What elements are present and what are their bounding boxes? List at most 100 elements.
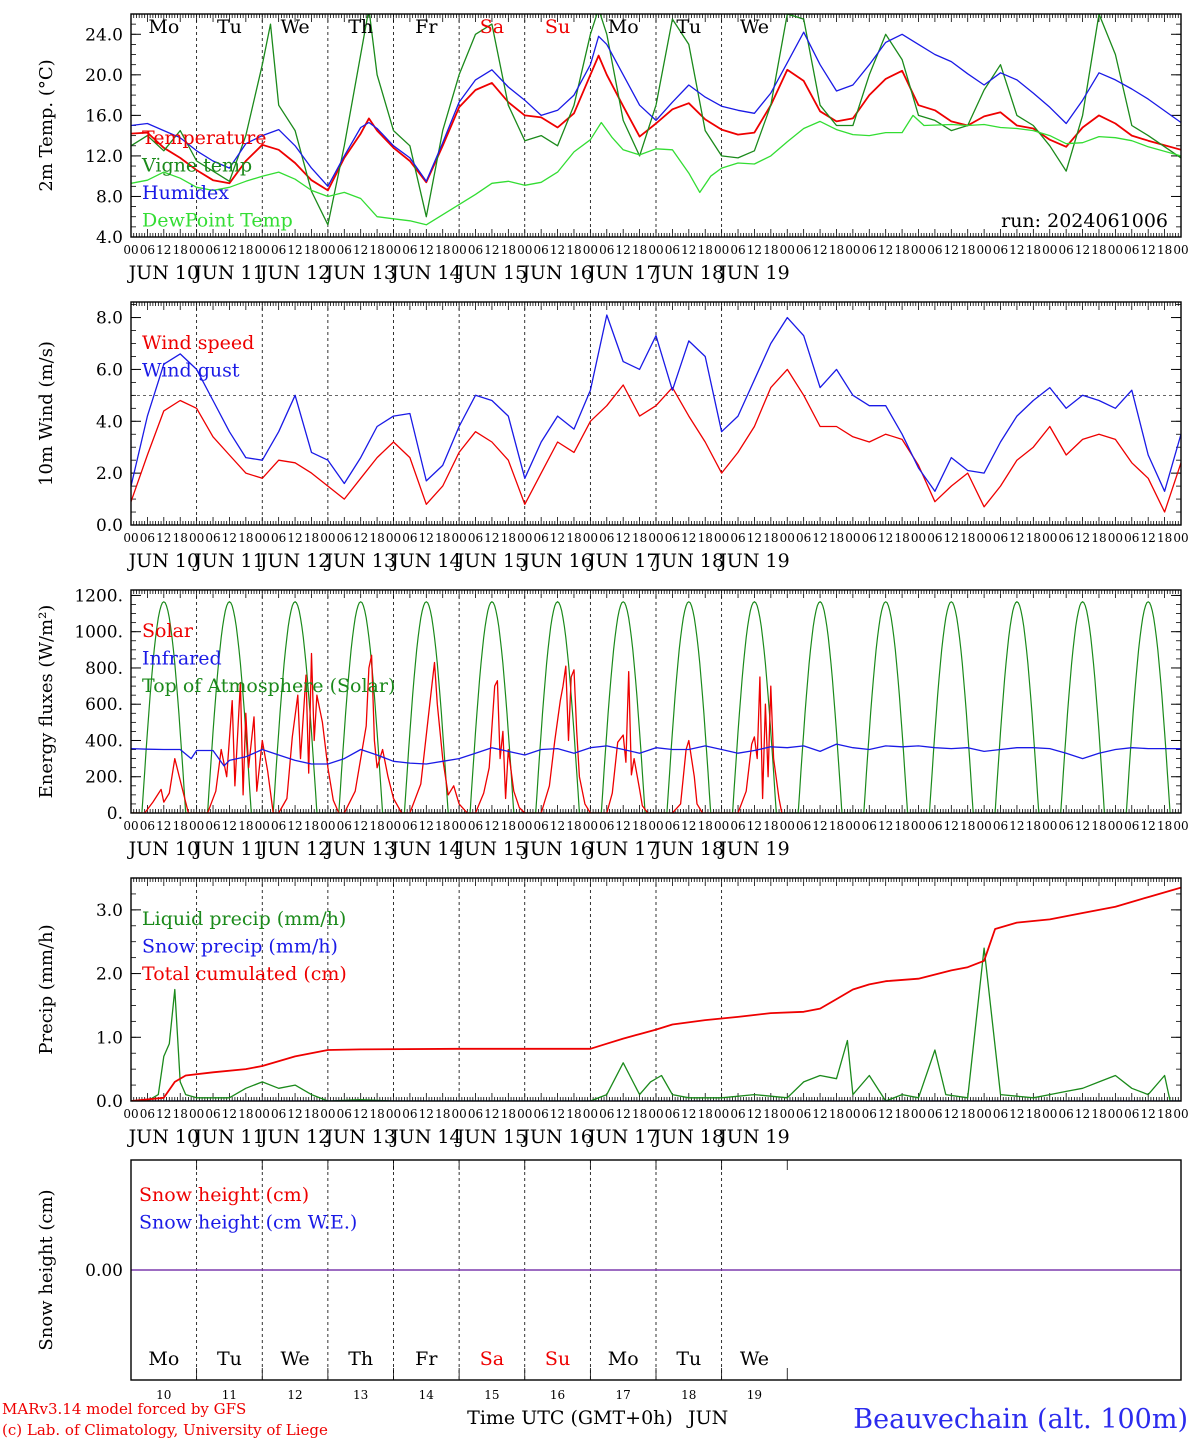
hour-label: 06 bbox=[796, 1107, 811, 1121]
y-tick-label: 0.0 bbox=[96, 1092, 123, 1112]
y-tick-label: 20.0 bbox=[85, 66, 123, 86]
hour-label: 06 bbox=[993, 1107, 1008, 1121]
hour-label: 00 bbox=[320, 531, 335, 545]
y-tick-label: 1.0 bbox=[96, 1028, 123, 1048]
date-label: JUN 12 bbox=[258, 1126, 330, 1148]
hour-label: 18 bbox=[369, 1107, 384, 1121]
weekday-label: Fr bbox=[415, 1348, 438, 1370]
hour-label: 00 bbox=[386, 243, 401, 257]
hour-label: 00 bbox=[320, 1107, 335, 1121]
hour-label: 00 bbox=[1042, 243, 1057, 257]
hour-label: 18 bbox=[894, 819, 909, 833]
hour-label: 18 bbox=[960, 531, 975, 545]
hour-label: 12 bbox=[550, 531, 565, 545]
y-axis-label: 10m Wind (m/s) bbox=[36, 341, 57, 486]
hour-label: 12 bbox=[812, 243, 827, 257]
legend-entry: Liquid precip (mm/h) bbox=[142, 908, 346, 930]
y-axis-label: Precip (mm/h) bbox=[36, 924, 57, 1054]
time-axis-label: Time UTC (GMT+0h) bbox=[467, 1407, 673, 1429]
hour-label: 12 bbox=[616, 819, 631, 833]
hour-label: 18 bbox=[304, 1107, 319, 1121]
hour-label: 00 bbox=[583, 1107, 598, 1121]
wind-panel: 00 06 12 18 00 06 12 18 00 06 12 18 00 06 12 18 00 06 12 18… bbox=[36, 301, 1189, 572]
legend-entry: Snow height (cm) bbox=[139, 1184, 309, 1206]
legend-entry: Wind speed bbox=[142, 332, 254, 354]
hour-label: 00 bbox=[976, 531, 991, 545]
plot-frame bbox=[130, 589, 1182, 814]
hour-label: 12 bbox=[419, 1107, 434, 1121]
hour-label: 18 bbox=[894, 243, 909, 257]
hour-label: 00 bbox=[780, 531, 795, 545]
hour-label: 12 bbox=[616, 531, 631, 545]
weekday-label: Mo bbox=[608, 16, 639, 38]
y-axis-label: Energy fluxes (W/m²) bbox=[36, 605, 57, 799]
hour-label: 18 bbox=[763, 531, 778, 545]
hour-label: 00 bbox=[189, 243, 204, 257]
hour-label: 18 bbox=[763, 243, 778, 257]
hour-label: 18 bbox=[1091, 819, 1106, 833]
hour-label: 18 bbox=[566, 243, 581, 257]
date-label: JUN 15 bbox=[455, 550, 527, 572]
hour-label: 12 bbox=[878, 819, 893, 833]
hour-label: 12 bbox=[944, 243, 959, 257]
weekday-label: Th bbox=[348, 16, 373, 38]
hour-label: 00 bbox=[648, 243, 663, 257]
hour-label: 00 bbox=[189, 819, 204, 833]
hour-label: 12 bbox=[681, 819, 696, 833]
hour-label: 00 bbox=[386, 1107, 401, 1121]
precip-panel: 00 06 12 18 00 06 12 18 00 06 12 18 00 06 12 18 00 06 12 18… bbox=[36, 877, 1189, 1148]
hour-label: 06 bbox=[337, 1107, 352, 1121]
hour-label: 06 bbox=[271, 531, 286, 545]
month-label: JUN bbox=[686, 1407, 728, 1429]
hour-label: 00 bbox=[123, 819, 138, 833]
hour-label: 00 bbox=[714, 243, 729, 257]
hour-label: 12 bbox=[1075, 243, 1090, 257]
hour-label: 18 bbox=[501, 243, 516, 257]
weekday-label: Sa bbox=[480, 16, 504, 38]
date-label: JUN 13 bbox=[323, 550, 395, 572]
hour-label: 12 bbox=[287, 1107, 302, 1121]
hour-label: 12 bbox=[1075, 531, 1090, 545]
hour-label: 06 bbox=[140, 1107, 155, 1121]
legend-entry: Temperature bbox=[142, 127, 266, 149]
hour-label: 00 bbox=[517, 243, 532, 257]
hour-label: 00 bbox=[976, 819, 991, 833]
hour-label: 00 bbox=[780, 243, 795, 257]
hour-label: 18 bbox=[173, 1107, 188, 1121]
temp-panel: 00 06 12 18 00 06 12 18 00 06 12 18 00 06 12 18 00 06 12 18… bbox=[36, 13, 1189, 284]
hour-label: 12 bbox=[616, 1107, 631, 1121]
credit-line: MARv3.14 model forced by GFS bbox=[2, 1400, 246, 1418]
day-number-label: 14 bbox=[419, 1388, 435, 1402]
hour-label: 18 bbox=[173, 819, 188, 833]
hour-label: 00 bbox=[386, 531, 401, 545]
legend-entry: Infrared bbox=[142, 648, 222, 670]
hour-label: 06 bbox=[796, 243, 811, 257]
hour-label: 06 bbox=[468, 531, 483, 545]
hour-label: 12 bbox=[747, 531, 762, 545]
hour-label: 00 bbox=[123, 243, 138, 257]
hour-label: 06 bbox=[534, 1107, 549, 1121]
weekday-label: Tu bbox=[217, 16, 242, 38]
hour-label: 12 bbox=[353, 243, 368, 257]
hour-label: 18 bbox=[435, 243, 450, 257]
date-label: JUN 10 bbox=[127, 262, 199, 284]
hour-label: 00 bbox=[583, 819, 598, 833]
hour-label: 12 bbox=[353, 819, 368, 833]
hour-label: 12 bbox=[156, 1107, 171, 1121]
hour-label: 12 bbox=[287, 243, 302, 257]
weekday-label: We bbox=[740, 1348, 769, 1370]
hour-label: 18 bbox=[173, 243, 188, 257]
date-label: JUN 19 bbox=[717, 1126, 789, 1148]
legend-entry: Wind gust bbox=[142, 360, 240, 382]
hour-label: 00 bbox=[1108, 243, 1123, 257]
hour-label: 06 bbox=[402, 243, 417, 257]
legend-entry: Solar bbox=[142, 620, 194, 642]
hour-label: 12 bbox=[1075, 819, 1090, 833]
hour-label: 12 bbox=[1141, 243, 1156, 257]
hour-label: 18 bbox=[238, 531, 253, 545]
hour-label: 00 bbox=[911, 531, 926, 545]
hour-label: 18 bbox=[1091, 1107, 1106, 1121]
hour-label: 18 bbox=[1157, 243, 1172, 257]
hour-label: 06 bbox=[927, 819, 942, 833]
hour-label: 18 bbox=[304, 243, 319, 257]
